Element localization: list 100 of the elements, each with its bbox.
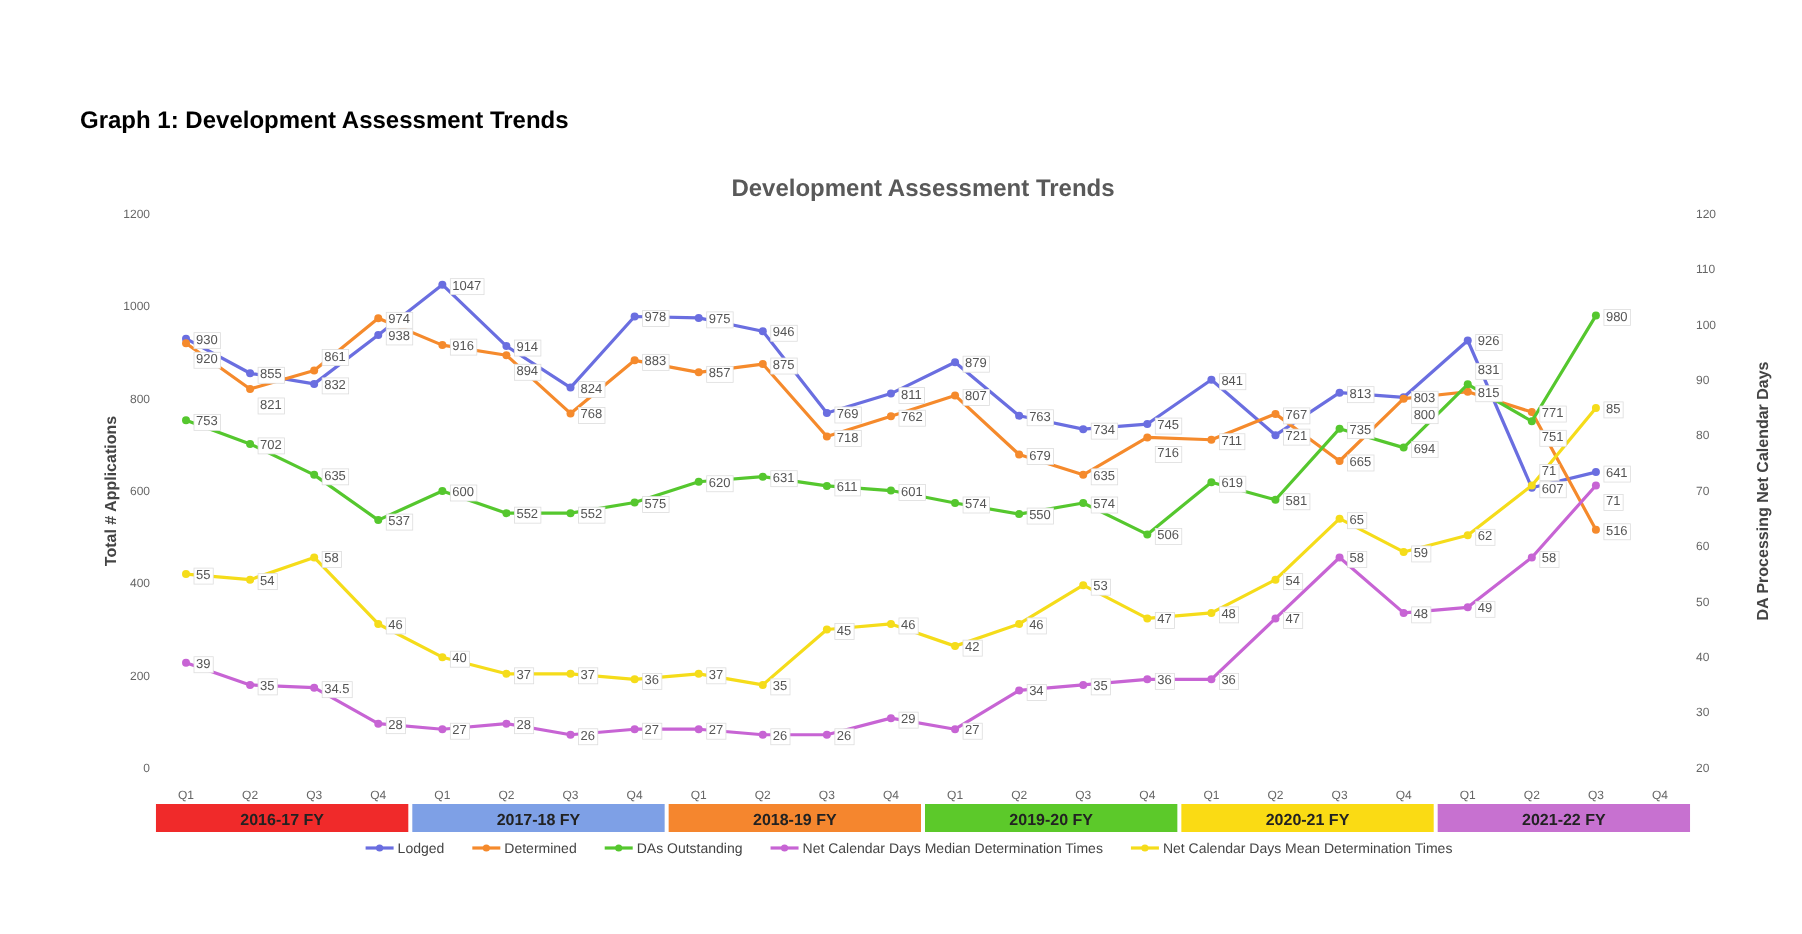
chart-subtitle: Graph 1: Development Assessment Trends xyxy=(80,106,570,134)
point xyxy=(1015,411,1024,420)
point xyxy=(1335,456,1344,465)
text: 2018-19 FY xyxy=(753,811,838,829)
point xyxy=(822,408,831,417)
point xyxy=(438,725,447,734)
point xyxy=(182,570,190,579)
point xyxy=(1079,680,1088,689)
point xyxy=(630,725,639,734)
point xyxy=(694,669,703,678)
point xyxy=(1143,420,1152,429)
point xyxy=(822,625,831,634)
point xyxy=(182,416,190,425)
point xyxy=(1015,450,1024,459)
chart-title: Development Assessment Trends xyxy=(731,174,1116,202)
point xyxy=(1015,510,1024,519)
point xyxy=(1015,686,1024,695)
point xyxy=(630,312,639,321)
point xyxy=(1527,417,1536,426)
point xyxy=(566,509,575,518)
point xyxy=(1079,581,1088,590)
point xyxy=(951,642,960,651)
point xyxy=(246,575,255,584)
point xyxy=(886,486,895,495)
text: 2016-17 FY xyxy=(240,811,326,829)
point xyxy=(1463,380,1472,389)
point xyxy=(758,730,767,739)
point xyxy=(886,412,895,421)
point xyxy=(1143,433,1152,442)
point xyxy=(374,314,383,323)
point xyxy=(1143,675,1152,684)
point xyxy=(822,730,831,739)
point xyxy=(630,675,639,684)
point xyxy=(310,379,319,388)
point xyxy=(886,714,895,723)
point xyxy=(758,327,767,336)
point xyxy=(886,619,895,628)
point xyxy=(1207,608,1216,617)
point xyxy=(822,481,831,490)
point xyxy=(1335,514,1344,523)
point xyxy=(1335,424,1344,433)
point xyxy=(1591,525,1600,534)
point xyxy=(374,516,383,525)
point xyxy=(310,553,319,562)
point xyxy=(758,472,767,481)
point xyxy=(1591,481,1600,490)
point xyxy=(1591,468,1600,477)
point xyxy=(630,356,639,365)
text: 2020-21 FY xyxy=(1265,811,1351,829)
point xyxy=(1271,495,1280,504)
point xyxy=(951,358,960,367)
point xyxy=(374,719,383,728)
point xyxy=(1207,435,1216,444)
point xyxy=(374,619,383,628)
point xyxy=(246,680,255,689)
text: 2019-20 FY xyxy=(1009,811,1095,829)
point xyxy=(630,498,639,507)
point xyxy=(1591,403,1600,412)
y2-axis-title: DA Processing Net Calendar Days xyxy=(1754,360,1772,621)
point xyxy=(758,680,767,689)
point xyxy=(1399,547,1408,556)
point xyxy=(1463,603,1472,612)
point xyxy=(502,342,511,351)
point xyxy=(566,730,575,739)
point xyxy=(1335,388,1344,397)
point xyxy=(566,669,575,678)
point xyxy=(1143,530,1152,539)
point xyxy=(438,280,447,289)
point xyxy=(694,725,703,734)
point xyxy=(438,653,447,662)
point xyxy=(182,339,190,348)
point xyxy=(1079,470,1088,479)
point xyxy=(1207,675,1216,684)
point xyxy=(1079,425,1088,434)
point xyxy=(1207,478,1216,487)
point xyxy=(758,360,767,369)
point xyxy=(822,432,831,441)
point xyxy=(1015,619,1024,628)
point xyxy=(951,391,960,400)
point xyxy=(502,351,511,360)
point xyxy=(310,683,319,692)
point xyxy=(246,369,255,378)
point xyxy=(694,313,703,322)
point xyxy=(1271,431,1280,440)
point xyxy=(1399,443,1408,452)
point xyxy=(310,366,319,375)
point xyxy=(438,341,447,350)
point xyxy=(566,383,575,392)
point xyxy=(566,409,575,418)
point xyxy=(1527,408,1536,417)
point xyxy=(1463,387,1472,396)
point xyxy=(182,658,190,667)
point xyxy=(1335,553,1344,562)
text: 2017-18 FY xyxy=(496,811,582,829)
point xyxy=(246,384,255,393)
point xyxy=(1463,336,1472,345)
point xyxy=(374,330,383,339)
point xyxy=(1271,614,1280,623)
point xyxy=(1079,499,1088,507)
point xyxy=(886,389,895,398)
